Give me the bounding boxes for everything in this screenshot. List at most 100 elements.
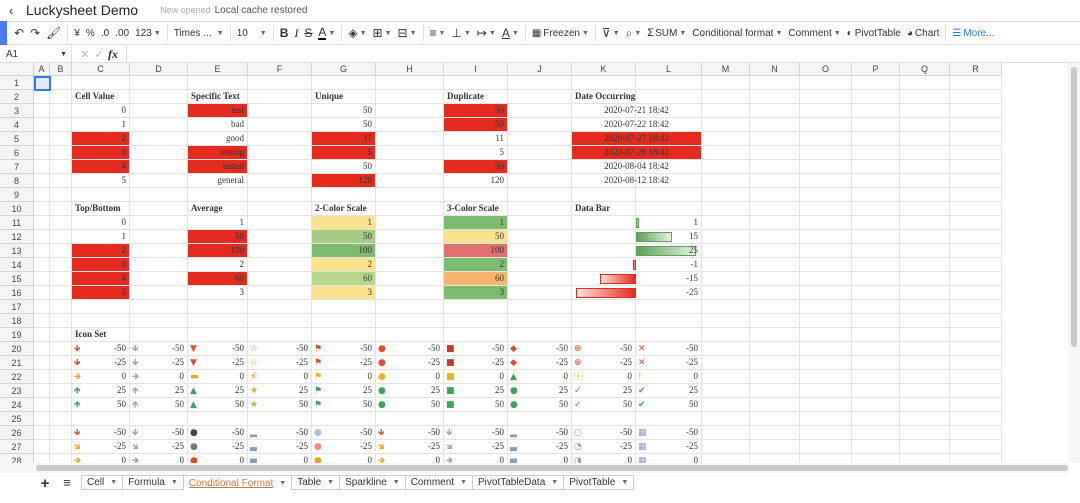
- grid-cell[interactable]: [800, 188, 852, 202]
- grid-cell[interactable]: [72, 300, 130, 314]
- icon-set-cell[interactable]: ⯪ 0: [248, 370, 312, 384]
- icon-set-cell[interactable]: ☆ -25: [248, 356, 312, 370]
- icon-set-cell[interactable]: ✔ 25: [636, 384, 702, 398]
- grid-cell[interactable]: [702, 146, 750, 160]
- grid-cell[interactable]: [852, 342, 900, 356]
- section-heading[interactable]: Average: [188, 202, 248, 216]
- icon-set-cell[interactable]: 🡹 25: [72, 384, 130, 398]
- grid-cell[interactable]: [852, 426, 900, 440]
- grid-cell[interactable]: [248, 230, 312, 244]
- fill-color-button[interactable]: ◈ ▼: [345, 23, 369, 43]
- grid-cell[interactable]: [800, 104, 852, 118]
- grid-cell[interactable]: [248, 90, 312, 104]
- grid-cell[interactable]: [750, 118, 800, 132]
- chevron-down-icon[interactable]: ▼: [621, 479, 629, 486]
- icon-set-cell[interactable]: ■ 0: [444, 370, 508, 384]
- chevron-down-icon[interactable]: ▼: [170, 479, 178, 486]
- grid-cell[interactable]: [702, 118, 750, 132]
- grid-cell[interactable]: [900, 342, 950, 356]
- grid-cell[interactable]: [572, 314, 636, 328]
- merge-button[interactable]: ⊟ ▼: [395, 23, 420, 43]
- row-header-4[interactable]: 4: [0, 118, 34, 132]
- grid-cell[interactable]: [750, 398, 800, 412]
- column-header-a[interactable]: A: [34, 63, 50, 76]
- grid-cell[interactable]: [312, 412, 376, 426]
- grid-cell[interactable]: [376, 188, 444, 202]
- grid-cell[interactable]: [800, 272, 852, 286]
- grid-cell[interactable]: [750, 370, 800, 384]
- grid-cell[interactable]: [508, 286, 572, 300]
- grid-cell[interactable]: [852, 370, 900, 384]
- column-header-m[interactable]: M: [702, 63, 750, 76]
- grid-cell[interactable]: [750, 76, 800, 90]
- vertical-scrollbar[interactable]: [1068, 63, 1080, 463]
- grid-cell[interactable]: [248, 104, 312, 118]
- data-cell[interactable]: 100: [444, 244, 508, 258]
- grid-cell[interactable]: [636, 76, 702, 90]
- grid-cell[interactable]: [702, 202, 750, 216]
- grid-cell[interactable]: [950, 76, 1002, 90]
- grid-cell[interactable]: [50, 258, 72, 272]
- grid-cell[interactable]: [444, 328, 508, 342]
- grid-cell[interactable]: [636, 300, 702, 314]
- grid-cell[interactable]: [248, 132, 312, 146]
- grid-cell[interactable]: [376, 258, 444, 272]
- grid-cell[interactable]: [34, 258, 50, 272]
- grid-cell[interactable]: [900, 426, 950, 440]
- grid-cell[interactable]: [702, 370, 750, 384]
- grid-cell[interactable]: [750, 426, 800, 440]
- redo-icon[interactable]: ↷: [30, 26, 41, 40]
- grid-cell[interactable]: [572, 216, 636, 230]
- grid-cell[interactable]: [248, 202, 312, 216]
- data-cell[interactable]: 2020-07-21 18:42: [572, 104, 702, 118]
- grid-cell[interactable]: [950, 90, 1002, 104]
- section-heading[interactable]: Data Bar: [572, 202, 636, 216]
- grid-cell[interactable]: [572, 188, 636, 202]
- column-header-h[interactable]: H: [376, 63, 444, 76]
- grid-cell[interactable]: [312, 328, 376, 342]
- icon-set-cell[interactable]: ◆ -50: [508, 342, 572, 356]
- grid-cell[interactable]: [800, 440, 852, 454]
- grid-cell[interactable]: [50, 426, 72, 440]
- grid-cell[interactable]: [508, 328, 572, 342]
- currency-format-button[interactable]: ¥: [74, 27, 80, 39]
- grid-cell[interactable]: [376, 104, 444, 118]
- grid-cell[interactable]: [950, 132, 1002, 146]
- grid-cell[interactable]: [750, 286, 800, 300]
- grid-cell[interactable]: [800, 426, 852, 440]
- row-header-22[interactable]: 22: [0, 370, 34, 384]
- grid-cell[interactable]: [572, 328, 636, 342]
- grid-cell[interactable]: [444, 300, 508, 314]
- icon-set-cell[interactable]: 🡻 -50: [72, 342, 130, 356]
- sheet-grid[interactable]: A B C D E F G H I J K L M N O P Q R 1 2 3 4 5 6 7 8 9 10 11 12 13 14 15 1…: [0, 63, 1068, 463]
- grid-cell[interactable]: [900, 104, 950, 118]
- grid-cell[interactable]: [950, 104, 1002, 118]
- grid-cell[interactable]: [900, 328, 950, 342]
- icon-set-cell[interactable]: ✔ 50: [636, 398, 702, 412]
- grid-cell[interactable]: [750, 412, 800, 426]
- icon-set-cell[interactable]: ● -25: [376, 356, 444, 370]
- grid-cell[interactable]: [72, 76, 130, 90]
- icon-set-cell[interactable]: 🡺 0: [130, 454, 188, 463]
- grid-cell[interactable]: [900, 272, 950, 286]
- grid-cell[interactable]: [852, 104, 900, 118]
- grid-cell[interactable]: [50, 286, 72, 300]
- grid-cell[interactable]: [50, 202, 72, 216]
- grid-cell[interactable]: [750, 328, 800, 342]
- grid-cell[interactable]: [508, 202, 572, 216]
- icon-set-cell[interactable]: ✕ -25: [636, 356, 702, 370]
- icon-set-cell[interactable]: 🡹 50: [72, 398, 130, 412]
- grid-cell[interactable]: [376, 216, 444, 230]
- grid-cell[interactable]: [376, 132, 444, 146]
- grid-cell[interactable]: [34, 272, 50, 286]
- chevron-down-icon[interactable]: ▼: [392, 479, 400, 486]
- grid-cell[interactable]: [72, 188, 130, 202]
- grid-cell[interactable]: [702, 258, 750, 272]
- data-cell[interactable]: 1: [72, 230, 130, 244]
- icon-set-cell[interactable]: 🡻 -25: [72, 356, 130, 370]
- data-cell[interactable]: 3: [72, 146, 130, 160]
- grid-cell[interactable]: [750, 272, 800, 286]
- data-cell[interactable]: 50: [444, 230, 508, 244]
- column-header-q[interactable]: Q: [900, 63, 950, 76]
- icon-set-cell[interactable]: ■ -50: [444, 342, 508, 356]
